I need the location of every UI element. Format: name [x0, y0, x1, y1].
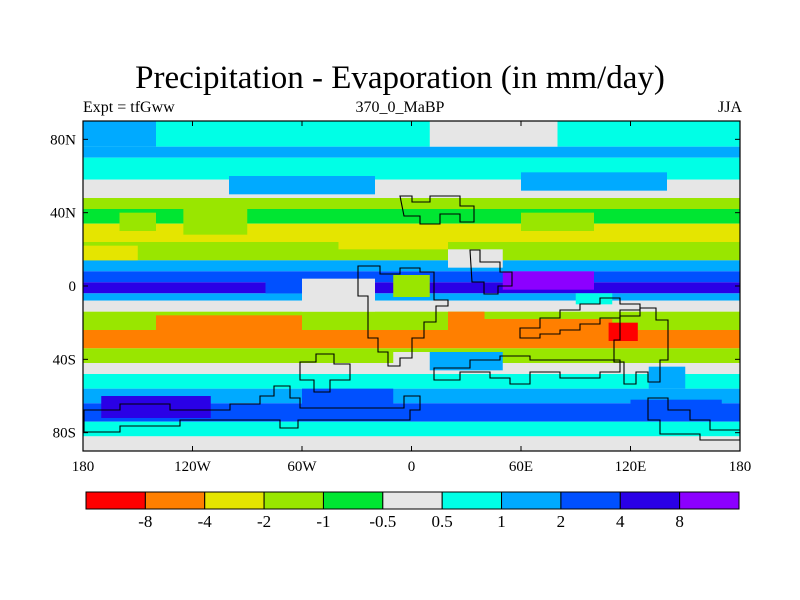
field-patch [608, 322, 638, 341]
field-patch [448, 249, 503, 268]
colorbar-swatch [501, 491, 562, 510]
continent-outlines [83, 195, 740, 441]
y-tick-label: 40N [50, 206, 76, 222]
colorbar-label: -1 [316, 512, 330, 531]
field-patch [338, 227, 448, 250]
colorbar-swatch [382, 491, 443, 510]
period-label: 370_0_MaBP [355, 99, 445, 116]
field-band [83, 403, 740, 422]
field-patch [502, 271, 594, 290]
field-patch [302, 388, 394, 407]
y-tick-label: 80S [53, 426, 76, 442]
field-patch [119, 212, 156, 231]
field-band [83, 260, 740, 272]
field-band [83, 146, 740, 158]
x-axis: 180 120W 60W 0 60E 120E 180 [72, 121, 752, 475]
colorbar-swatch [263, 491, 324, 510]
y-tick-label: 0 [69, 279, 77, 295]
field-patch [630, 399, 722, 418]
field-patch [101, 396, 211, 418]
field-patch [484, 319, 613, 341]
chart-title: Precipitation - Evaporation (in mm/day) [135, 60, 665, 96]
field-patch [83, 245, 138, 261]
field-patch [429, 352, 503, 371]
colorbar-swatch [441, 491, 503, 510]
x-tick-label: 180 [72, 459, 95, 475]
coastline [613, 307, 669, 385]
coastline [357, 265, 449, 367]
y-tick-label: 40S [53, 352, 76, 368]
colorbar-swatch [85, 491, 146, 510]
y-axis: 80N 40N 0 40S 80S [50, 132, 740, 442]
field-patch [183, 209, 248, 235]
colorbar-label: -8 [138, 512, 152, 531]
x-tick-label: 60W [287, 459, 317, 475]
field-band [83, 198, 740, 209]
x-tick-label: 0 [408, 459, 416, 475]
coastline [469, 249, 513, 295]
field-patch [156, 315, 302, 341]
field-patch [448, 311, 485, 341]
field-band [83, 436, 740, 451]
field-band [83, 421, 740, 437]
season-label: JJA [717, 99, 742, 116]
colorbar-label: 0.5 [432, 512, 453, 531]
colorbar-swatch [322, 491, 384, 510]
field-patch [83, 121, 156, 147]
x-tick-label: 60E [509, 459, 533, 475]
field-patch [521, 212, 594, 231]
colorbar-label: 4 [616, 512, 625, 531]
y-tick-label: 80N [50, 132, 76, 148]
field-patch [521, 172, 667, 191]
colorbar-swatch [560, 491, 621, 510]
field-patch [302, 278, 375, 312]
x-tick-label: 120E [615, 459, 647, 475]
colorbar-swatch [204, 491, 265, 510]
colorbar: -8 -4 -2 -1 -0.5 0.5 1 2 4 8 [85, 491, 740, 531]
colorbar-label: -0.5 [369, 512, 396, 531]
colorbar-label: -2 [257, 512, 271, 531]
colorbar-label: 2 [557, 512, 566, 531]
field-band [83, 242, 740, 261]
colorbar-swatch [679, 491, 740, 510]
coastline [299, 353, 351, 393]
field-band [83, 300, 740, 312]
colorbar-label: -4 [198, 512, 213, 531]
colorbar-label: 1 [497, 512, 506, 531]
field-band [83, 374, 740, 389]
x-tick-label: 120W [174, 459, 212, 475]
field-patch [575, 293, 613, 305]
data-field [83, 121, 740, 451]
field-patch [229, 176, 375, 195]
experiment-label: Expt = tfGww [83, 99, 175, 116]
colorbar-label: 8 [675, 512, 684, 531]
coastline [433, 355, 621, 385]
colorbar-swatch [619, 491, 681, 510]
coastline [399, 195, 475, 225]
field-patch [393, 275, 430, 297]
field-patch [648, 366, 686, 389]
coastline [83, 385, 421, 433]
x-tick-label: 180 [729, 459, 752, 475]
coastline [647, 397, 740, 441]
colorbar-swatch [144, 491, 206, 510]
field-patch [429, 121, 558, 147]
